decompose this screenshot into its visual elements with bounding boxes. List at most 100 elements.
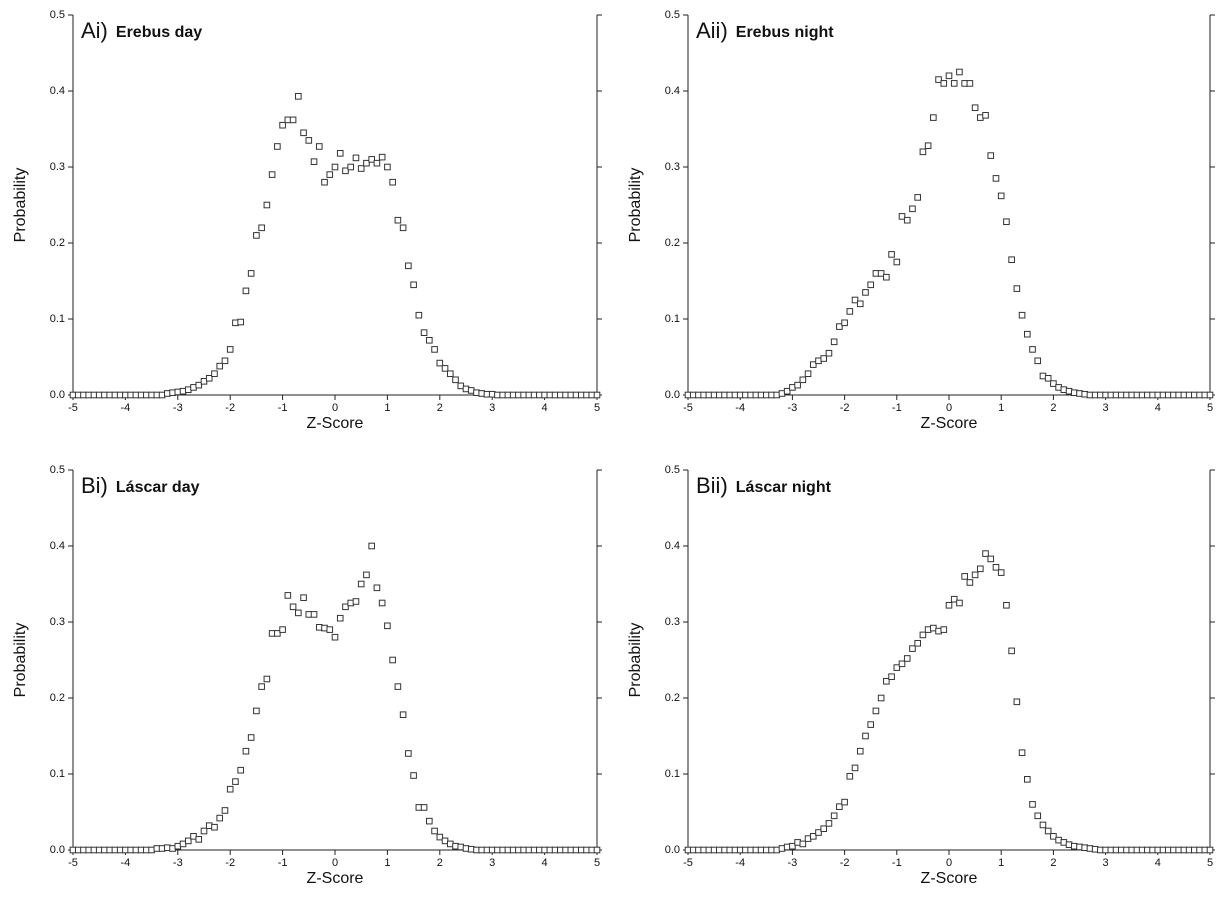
point	[914, 194, 921, 201]
point	[295, 93, 302, 100]
point	[841, 319, 848, 327]
y-tick-label: 0.2	[50, 237, 65, 249]
x-tick-label: 0	[946, 857, 952, 869]
point	[394, 216, 402, 224]
point	[342, 167, 349, 175]
point	[242, 287, 250, 295]
y-tick-label: 0.5	[50, 9, 65, 21]
point	[420, 804, 428, 811]
point	[836, 803, 843, 810]
point	[992, 563, 1000, 571]
x-axis-label: Z-Score	[307, 870, 364, 887]
y-axis-label: Probability	[12, 623, 29, 698]
x-tick-label: -1	[892, 857, 902, 869]
y-tick-label: 0.0	[665, 844, 680, 856]
point	[378, 599, 386, 607]
point	[1013, 698, 1021, 706]
x-tick-label: 1	[384, 402, 390, 414]
point	[851, 296, 859, 304]
point	[1206, 846, 1214, 854]
x-tick-label: -4	[121, 402, 131, 414]
y-tick-label: 0.5	[665, 464, 680, 476]
y-axis-label: Probability	[12, 168, 29, 243]
point	[888, 251, 895, 258]
point	[426, 817, 433, 825]
point	[945, 72, 953, 80]
point	[211, 370, 218, 378]
point	[841, 798, 848, 806]
point	[1013, 285, 1021, 292]
y-tick-label: 0.5	[665, 9, 680, 21]
x-tick-label: -3	[173, 402, 183, 414]
x-tick-label: 5	[1207, 402, 1213, 414]
point	[321, 178, 328, 186]
x-tick-label: 3	[489, 857, 495, 869]
x-tick-label: -2	[225, 402, 235, 414]
point	[268, 171, 276, 178]
x-tick-label: -5	[68, 857, 78, 869]
point	[877, 270, 885, 277]
point	[856, 747, 864, 755]
y-tick-label: 0.4	[50, 85, 65, 97]
x-tick-label: -4	[121, 857, 131, 869]
point	[279, 626, 286, 633]
point	[300, 129, 307, 137]
x-tick-label: -4	[735, 857, 745, 869]
x-tick-label: 1	[998, 857, 1004, 869]
point	[384, 622, 391, 630]
point	[783, 387, 791, 395]
point	[352, 598, 360, 605]
x-tick-label: 4	[542, 402, 548, 414]
point	[452, 376, 459, 384]
panel-label: Ai)	[81, 18, 108, 43]
point	[389, 656, 396, 664]
point	[971, 571, 979, 579]
point	[883, 273, 890, 281]
point	[977, 565, 984, 573]
point	[342, 603, 349, 611]
point	[1039, 821, 1047, 829]
point	[1050, 380, 1057, 387]
y-tick-label: 0.0	[665, 389, 680, 401]
point	[1003, 218, 1010, 226]
x-tick-label: 5	[594, 402, 600, 414]
y-axis-label: Probability	[627, 623, 644, 698]
y-tick-label: 0.4	[50, 540, 65, 552]
point	[992, 175, 1000, 182]
point	[815, 829, 822, 836]
x-tick-label: 0	[332, 857, 338, 869]
point	[431, 346, 438, 353]
point	[919, 631, 927, 639]
point	[1029, 346, 1036, 353]
point	[1034, 357, 1042, 365]
point	[326, 626, 334, 633]
point	[898, 660, 906, 668]
x-tick-label: -1	[278, 402, 288, 414]
point	[253, 707, 260, 715]
x-tick-label: -2	[840, 857, 850, 869]
point	[893, 258, 901, 266]
x-tick-label: -3	[788, 402, 798, 414]
point	[310, 158, 318, 165]
point	[399, 224, 407, 232]
point	[945, 601, 953, 609]
point	[368, 542, 375, 550]
point	[373, 159, 381, 167]
point	[789, 842, 796, 850]
point	[966, 579, 974, 586]
x-tick-label: 0	[332, 402, 338, 414]
point	[799, 376, 807, 384]
point	[851, 764, 859, 772]
x-tick-label: 3	[489, 402, 495, 414]
point	[856, 300, 864, 308]
point	[315, 143, 323, 150]
panel: 0.0 0.1 0.2 0.3 0.4 0.5 -5 -4 -3 -2 -1 0 1 2 3 4 5 Z-Scor…	[12, 9, 602, 432]
point	[877, 694, 885, 702]
point	[1034, 812, 1042, 820]
point	[446, 370, 454, 378]
point	[363, 571, 370, 579]
point	[405, 262, 412, 270]
point	[200, 827, 208, 835]
point	[221, 357, 229, 365]
point	[987, 152, 995, 159]
